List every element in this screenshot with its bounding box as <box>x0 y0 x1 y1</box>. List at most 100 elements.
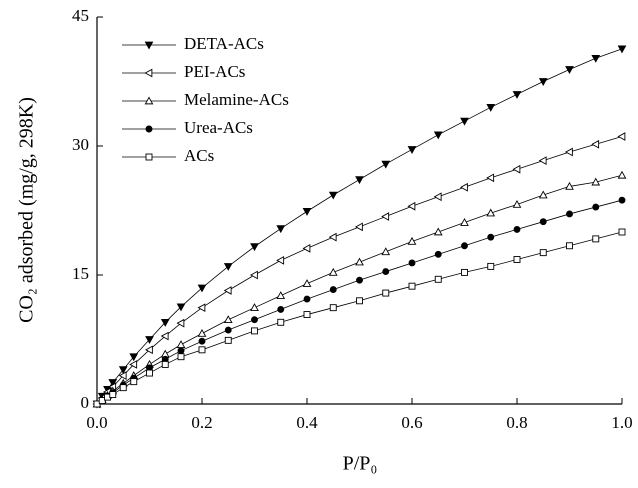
data-point <box>592 235 600 243</box>
data-point <box>592 203 600 211</box>
data-point <box>177 347 185 355</box>
data-point <box>566 210 573 218</box>
data-point <box>145 336 154 345</box>
data-point <box>328 191 338 200</box>
x-tick-label: 0.2 <box>191 413 212 432</box>
data-point <box>433 227 443 236</box>
data-point <box>146 369 153 377</box>
legend-label: DETA-ACs <box>184 34 264 53</box>
data-point <box>461 242 468 250</box>
y-tick-label: 45 <box>72 6 89 25</box>
data-point <box>591 177 601 186</box>
data-point <box>276 225 286 234</box>
data-point <box>408 259 416 267</box>
data-point <box>565 181 574 190</box>
data-point <box>198 346 206 354</box>
data-point <box>277 318 285 326</box>
data-point <box>539 218 547 226</box>
data-point <box>355 257 364 266</box>
data-point <box>513 256 521 263</box>
legend-label: Urea-ACs <box>184 118 253 137</box>
data-point <box>129 353 139 362</box>
x-tick-label: 0.6 <box>401 413 422 432</box>
data-point <box>407 236 417 245</box>
legend-marker <box>145 153 153 161</box>
data-point <box>356 276 363 284</box>
data-point <box>176 303 186 312</box>
legend-marker <box>145 125 153 133</box>
data-point <box>198 337 206 345</box>
data-point <box>433 192 442 202</box>
data-point <box>329 286 337 294</box>
data-point <box>118 371 127 380</box>
data-point <box>565 66 574 74</box>
data-point <box>119 384 127 392</box>
data-point <box>302 208 312 216</box>
data-point <box>224 336 232 344</box>
series-line <box>96 174 623 405</box>
data-point <box>434 250 442 258</box>
data-point <box>302 279 312 287</box>
legend-label: Melamine-ACs <box>184 90 289 109</box>
data-point <box>591 139 600 149</box>
data-point <box>408 282 416 290</box>
data-point <box>512 91 522 99</box>
x-tick-label: 0.0 <box>86 413 107 432</box>
legend-marker <box>144 68 153 78</box>
y-tick-label: 30 <box>72 135 89 154</box>
data-point <box>328 267 338 276</box>
data-point <box>276 291 286 299</box>
data-point <box>566 242 573 250</box>
data-point <box>538 78 548 87</box>
data-point <box>303 311 311 319</box>
data-point <box>109 391 117 398</box>
data-point <box>538 190 548 199</box>
data-point <box>617 45 627 54</box>
data-point <box>355 176 364 185</box>
data-point <box>354 222 363 232</box>
data-point <box>223 286 232 295</box>
data-point <box>160 331 169 341</box>
data-point <box>487 233 495 241</box>
data-point <box>433 131 443 140</box>
data-point <box>144 345 153 355</box>
x-axis-label: P/P₀ <box>343 453 378 475</box>
data-point <box>460 218 469 226</box>
data-point <box>460 117 469 126</box>
y-axis-label: CO₂ adsorbed (mg/g, 298K) <box>16 97 38 323</box>
data-point <box>250 303 259 312</box>
data-point <box>618 196 626 204</box>
data-point <box>129 360 138 369</box>
data-point <box>617 132 626 141</box>
data-point <box>177 353 185 361</box>
data-point <box>618 228 626 236</box>
data-point <box>251 327 258 335</box>
data-point <box>461 268 468 276</box>
data-point <box>564 147 573 157</box>
y-tick-label: 15 <box>72 264 89 283</box>
data-point <box>250 243 259 252</box>
data-point <box>130 378 138 386</box>
data-point <box>223 315 233 324</box>
data-point <box>118 366 128 375</box>
data-point <box>356 297 363 305</box>
data-point <box>486 103 496 112</box>
data-point <box>197 284 207 293</box>
data-point <box>407 201 416 211</box>
data-point <box>434 275 442 283</box>
x-tick-label: 0.4 <box>296 413 318 432</box>
data-point <box>512 199 522 208</box>
data-point <box>108 379 118 388</box>
data-point <box>223 263 233 271</box>
data-point <box>197 328 207 337</box>
data-point <box>224 326 232 334</box>
legend-label: ACs <box>184 146 214 165</box>
data-point <box>486 208 496 217</box>
data-point <box>382 268 390 276</box>
data-point <box>161 360 169 368</box>
data-point <box>302 243 311 253</box>
data-point <box>617 170 627 179</box>
x-tick-label: 0.8 <box>506 413 527 432</box>
data-point <box>459 182 468 192</box>
